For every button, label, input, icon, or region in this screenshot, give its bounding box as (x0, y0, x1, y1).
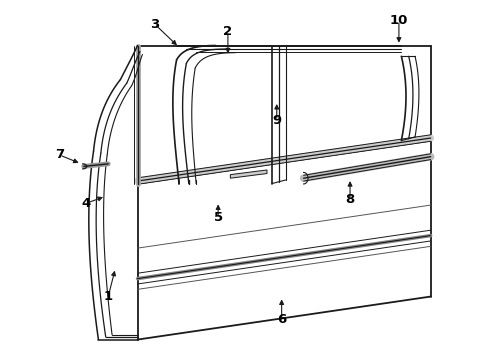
Text: 9: 9 (272, 114, 281, 127)
Text: 6: 6 (277, 313, 286, 327)
Text: 10: 10 (390, 14, 408, 27)
Polygon shape (230, 170, 267, 178)
Text: 4: 4 (81, 197, 91, 210)
Text: 5: 5 (214, 211, 222, 224)
Text: 2: 2 (223, 25, 232, 38)
Text: 7: 7 (55, 148, 64, 161)
Text: 3: 3 (150, 18, 159, 31)
Text: 8: 8 (345, 193, 355, 206)
Text: 1: 1 (103, 290, 113, 303)
